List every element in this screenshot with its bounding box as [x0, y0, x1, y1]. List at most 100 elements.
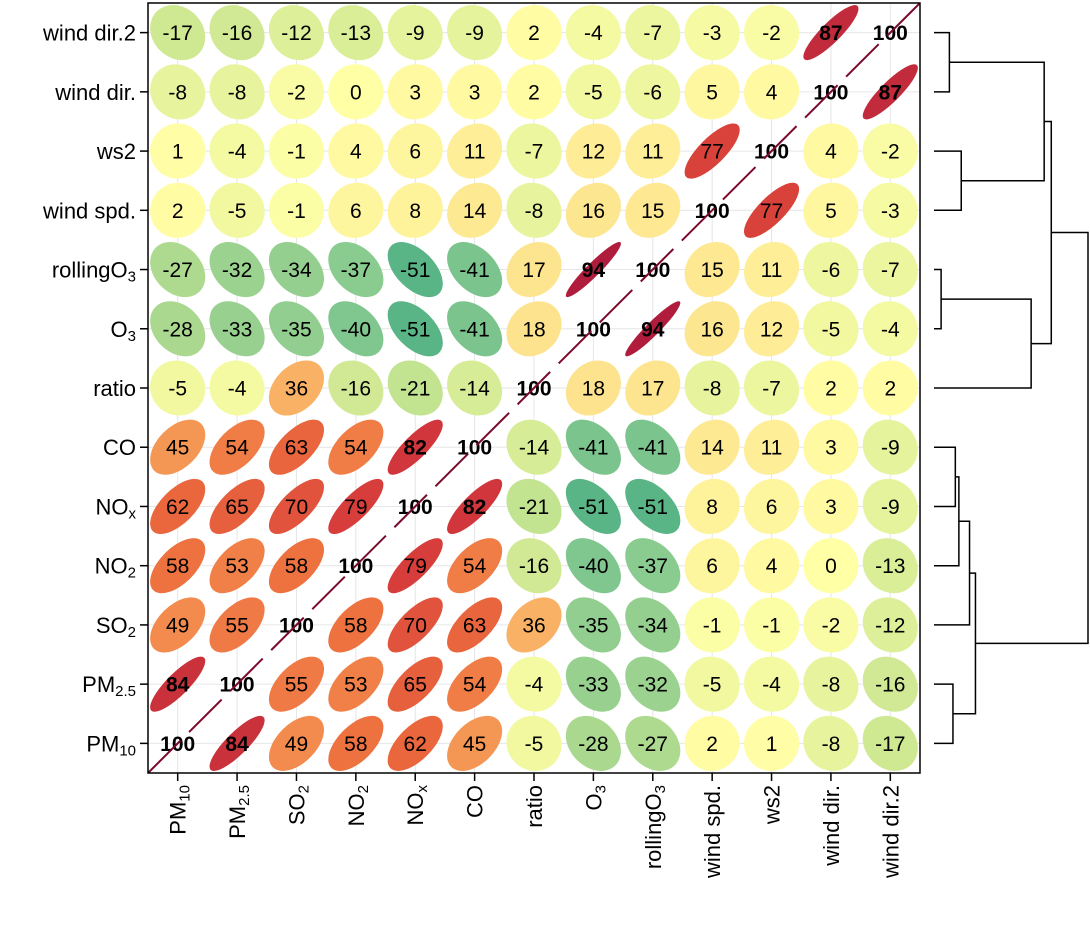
- cell-value: 16: [700, 318, 723, 341]
- cell-ellipse: [565, 241, 621, 298]
- cell-ws2-wind-dir: 4: [803, 123, 859, 179]
- cell-value: -6: [822, 259, 841, 282]
- cell-value: -5: [525, 733, 544, 756]
- cell-value: -1: [703, 614, 722, 637]
- cell-value: -7: [525, 141, 544, 164]
- y-label-pm2-5: PM2.5: [82, 672, 136, 700]
- cell-ws2-wind-dir-2: -2: [862, 123, 918, 179]
- cell-ratio-pm2-5: -4: [209, 360, 265, 416]
- cell-value: -17: [875, 733, 905, 756]
- cell-co-wind-spd: 14: [684, 419, 740, 475]
- cell-ellipse: [565, 64, 621, 120]
- cell-value: -13: [341, 22, 371, 45]
- cell-co-wind-dir: 3: [803, 419, 859, 475]
- cell-ellipse: [150, 182, 206, 238]
- cell-ellipse: [625, 182, 681, 238]
- cell-ellipse: [209, 419, 265, 475]
- cell-ellipse: [268, 478, 325, 535]
- cell-ellipse: [743, 538, 800, 594]
- cell-ellipse: [268, 360, 325, 416]
- cell-value: 11: [464, 141, 486, 164]
- y-label-wind-dir: wind dir.: [54, 80, 136, 105]
- cell-wind-dir-2-nox: -9: [387, 5, 443, 61]
- cell-pm10-rollingo3: -27: [625, 715, 681, 771]
- cell-value: -51: [638, 496, 668, 519]
- cell-ellipse: [684, 64, 740, 120]
- cell-ratio-co: -14: [447, 360, 503, 416]
- cell-value: 5: [706, 81, 718, 104]
- cell-value: -41: [578, 437, 608, 460]
- cell-ellipse: [447, 301, 503, 357]
- cell-value: 36: [285, 378, 308, 401]
- cell-ellipse: [684, 597, 740, 653]
- cell-ellipse: [328, 182, 384, 238]
- cell-pm2-5-no2: 53: [328, 656, 384, 712]
- cell-ellipse: [150, 360, 206, 416]
- cell-ellipse: [743, 656, 800, 712]
- cell-value: -27: [163, 259, 193, 282]
- y-label-nox: NOx: [96, 494, 137, 522]
- cell-ellipse: [506, 64, 562, 120]
- cell-ratio-nox: -21: [387, 360, 443, 416]
- cell-so2-o3: -35: [565, 597, 621, 653]
- cell-value: 100: [457, 437, 492, 460]
- cell-o3-rollingo3: 94: [625, 301, 681, 357]
- cell-rollingo3-ws2: 11: [743, 241, 800, 298]
- cell-so2-ratio: 36: [506, 597, 562, 653]
- cell-co-ws2: 11: [743, 419, 800, 475]
- x-label-o3: O3: [581, 785, 609, 810]
- cell-ellipse: [803, 123, 859, 179]
- cell-value: 6: [409, 141, 421, 164]
- cell-ellipse: [565, 419, 621, 475]
- cell-value: -8: [822, 674, 841, 697]
- cell-value: -41: [459, 259, 489, 282]
- x-label-rollingo3: rollingO3: [641, 785, 669, 869]
- cell-value: -51: [578, 496, 608, 519]
- cell-value: 53: [225, 555, 248, 578]
- cell-wind-dir-2-o3: -4: [565, 5, 621, 61]
- cell-value: -13: [875, 555, 905, 578]
- cell-ellipse: [506, 241, 562, 298]
- y-label-rollingo3: rollingO3: [52, 258, 136, 286]
- cell-ellipse: [625, 538, 681, 594]
- cell-value: 45: [166, 437, 189, 460]
- cell-wind-dir-2-pm10: -17: [150, 5, 206, 61]
- cell-o3-ws2: 12: [743, 301, 800, 357]
- cell-co-wind-dir-2: -9: [862, 419, 918, 475]
- cell-nox-wind-spd: 8: [684, 478, 740, 535]
- cell-value: -7: [881, 259, 900, 282]
- cell-wind-spd-no2: 6: [328, 182, 384, 238]
- cell-value: 1: [172, 141, 184, 164]
- cell-value: 6: [766, 496, 778, 519]
- cell-value: -4: [762, 674, 781, 697]
- cell-ws2-nox: 6: [387, 123, 443, 179]
- cell-value: -9: [465, 22, 484, 45]
- cell-ellipse: [387, 123, 443, 179]
- x-label-wind-spd: wind spd.: [700, 785, 725, 879]
- cell-value: -34: [281, 259, 312, 282]
- cell-ws2-o3: 12: [565, 123, 621, 179]
- cell-value: 11: [761, 259, 783, 282]
- cell-value: -12: [281, 22, 311, 45]
- cell-ellipse: [803, 182, 859, 238]
- cell-o3-no2: -40: [328, 301, 384, 357]
- cell-so2-ws2: -1: [743, 597, 800, 653]
- cell-ellipse: [862, 182, 918, 238]
- cell-value: -41: [638, 437, 668, 460]
- cell-value: 8: [706, 496, 718, 519]
- cell-value: -33: [222, 318, 252, 341]
- cell-value: 4: [766, 555, 778, 578]
- cell-ws2-so2: -1: [268, 123, 325, 179]
- cell-pm10-wind-dir: -8: [803, 715, 859, 771]
- cell-value: 84: [166, 674, 190, 697]
- cell-ws2-pm10: 1: [150, 123, 206, 179]
- cell-ellipse: [268, 64, 325, 120]
- cell-ellipse: [328, 301, 384, 357]
- cell-ellipse: [268, 419, 325, 475]
- cell-wind-spd-rollingo3: 15: [625, 182, 681, 238]
- cell-o3-nox: -51: [387, 301, 443, 357]
- cell-value: -2: [822, 614, 841, 637]
- dendrogram-branch: [934, 31, 951, 93]
- cell-ellipse: [328, 5, 384, 61]
